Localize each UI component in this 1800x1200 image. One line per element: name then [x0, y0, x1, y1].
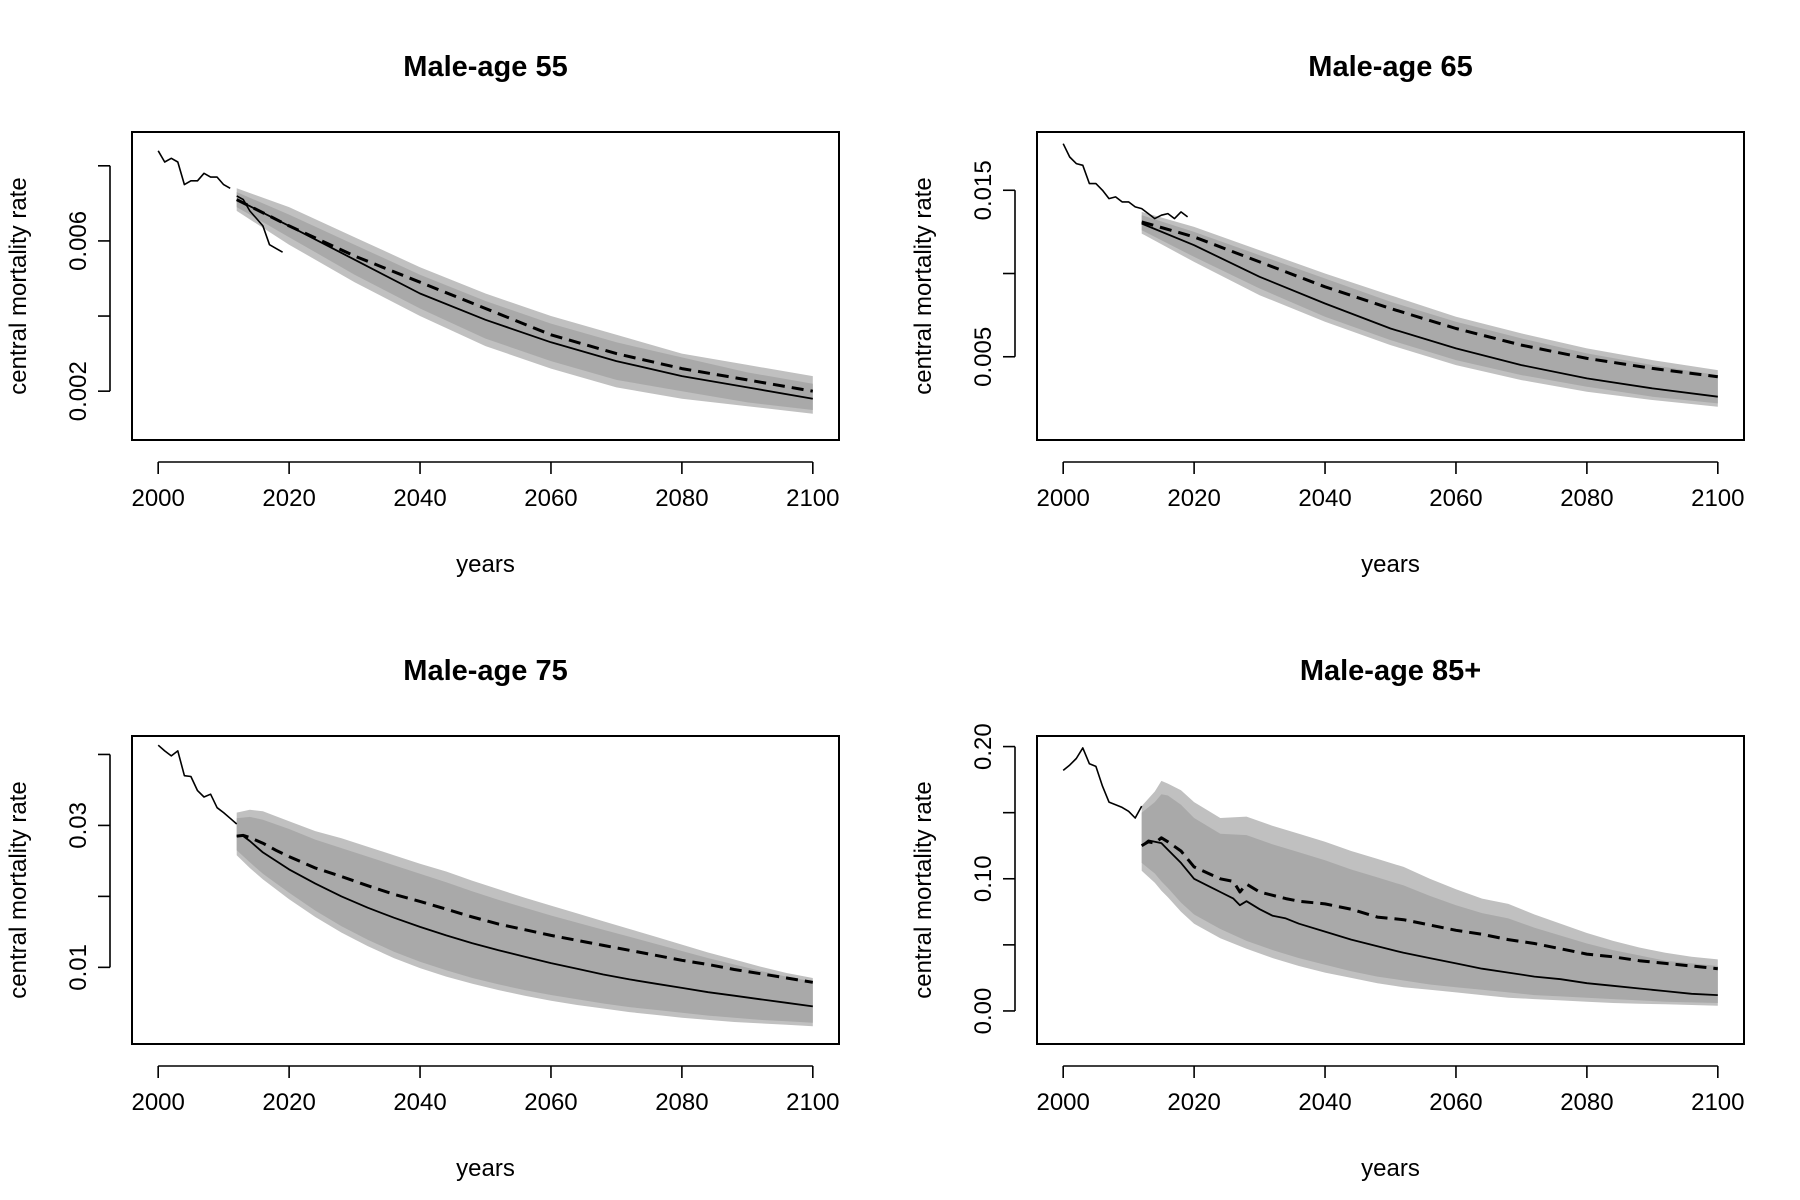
x-tick-label: 2100 — [786, 1089, 839, 1116]
plot-frame — [1036, 131, 1745, 441]
observed-series-line — [236, 195, 283, 253]
chart-panel: 2000 2020 2040 2060 2080 2100 0.002 0.006 Male-a… — [5, 51, 840, 578]
x-tick-label: 2000 — [131, 1089, 184, 1116]
forecast-solid-line — [236, 198, 813, 400]
x-tick-label: 2040 — [393, 485, 446, 512]
forecast-solid-line — [236, 835, 813, 1008]
x-tick-label: 2020 — [262, 485, 315, 512]
x-tick-label: 2080 — [1560, 1089, 1613, 1116]
observed-series-line — [157, 150, 231, 189]
x-tick-label: 2080 — [655, 485, 708, 512]
y-tick-label: 0.10 — [970, 855, 997, 902]
x-axis-label: years — [1361, 1155, 1420, 1182]
observed-series-line — [157, 744, 238, 825]
forecast-dashed-line — [236, 833, 814, 984]
y-tick-label: 0.20 — [970, 723, 997, 770]
x-tick-label: 2060 — [524, 485, 577, 512]
y-tick-label: 0.00 — [970, 988, 997, 1035]
x-tick-label: 2080 — [655, 1089, 708, 1116]
chart-title: Male-age 55 — [403, 51, 567, 83]
y-axis-label: central mortality rate — [910, 177, 937, 394]
y-tick-label: 0.006 — [65, 211, 92, 271]
x-tick-label: 2020 — [1167, 485, 1220, 512]
x-tick-label: 2040 — [393, 1089, 446, 1116]
prediction-band-inner — [1141, 215, 1718, 404]
plot-frame — [131, 735, 840, 1045]
chart-panel: 2000 2020 2040 2060 2080 2100 0.005 0.015 Male-a… — [910, 51, 1745, 578]
forecast-solid-line — [1141, 222, 1718, 398]
chart-panel: 2000 2020 2040 2060 2080 2100 0.00 0.10 0.20 Male… — [910, 655, 1745, 1182]
forecast-dashed-line — [236, 198, 814, 393]
x-tick-label: 2060 — [1429, 485, 1482, 512]
y-tick-label: 0.005 — [970, 327, 997, 387]
x-axis-label: years — [1361, 551, 1420, 578]
y-tick-label: 0.01 — [65, 944, 92, 991]
x-tick-label: 2020 — [1167, 1089, 1220, 1116]
observed-series-line — [1062, 143, 1189, 220]
chart-panel: 2000 2020 2040 2060 2080 2100 0.01 0.03 Male-age… — [5, 655, 840, 1182]
y-tick-label: 0.03 — [65, 802, 92, 849]
x-axis-label: years — [456, 1155, 515, 1182]
forecast-dashed-line — [1141, 220, 1718, 379]
y-axis-label: central mortality rate — [5, 781, 32, 998]
y-axis-label: central mortality rate — [5, 177, 32, 394]
x-tick-label: 2080 — [1560, 485, 1613, 512]
forecast-dashed-line — [1140, 836, 1718, 971]
x-tick-label: 2020 — [262, 1089, 315, 1116]
plot-frame — [1036, 735, 1745, 1045]
x-tick-label: 2100 — [1691, 485, 1744, 512]
chart-title: Male-age 65 — [1308, 51, 1472, 83]
forecast-solid-line — [1141, 839, 1718, 996]
x-tick-label: 2040 — [1298, 1089, 1351, 1116]
x-axis-label: years — [456, 551, 515, 578]
y-tick-label: 0.015 — [970, 160, 997, 220]
plot-frame — [131, 131, 840, 441]
x-tick-label: 2100 — [1691, 1089, 1744, 1116]
prediction-band-inner — [236, 192, 813, 410]
y-tick-label: 0.002 — [65, 361, 92, 421]
x-tick-label: 2000 — [1036, 1089, 1089, 1116]
x-tick-label: 2040 — [1298, 485, 1351, 512]
prediction-band-inner — [236, 816, 813, 1023]
x-tick-label: 2100 — [786, 485, 839, 512]
observed-series-line — [1062, 747, 1143, 819]
x-tick-label: 2000 — [1036, 485, 1089, 512]
x-tick-label: 2000 — [131, 485, 184, 512]
y-axis-label: central mortality rate — [910, 781, 937, 998]
chart-title: Male-age 85+ — [1300, 655, 1481, 687]
x-tick-label: 2060 — [524, 1089, 577, 1116]
x-tick-label: 2060 — [1429, 1089, 1482, 1116]
chart-title: Male-age 75 — [403, 655, 567, 687]
